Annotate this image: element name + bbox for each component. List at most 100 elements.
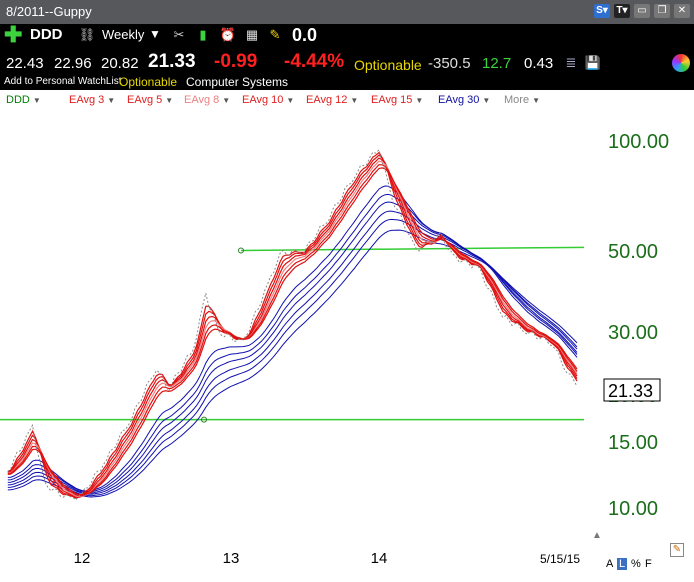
toolbar-row-2: 22.43 22.96 20.82 21.33 -0.99 -4.44% Opt… [0, 49, 694, 75]
pencil-icon[interactable]: ✎ [670, 543, 684, 557]
x-tick-label: 14 [371, 550, 388, 567]
legend-label: EAvg 30 [438, 94, 480, 106]
y-tick-label: 10.00 [608, 498, 658, 520]
chevron-down-icon: ▼ [222, 96, 231, 105]
legend-label: More [504, 94, 530, 106]
legend-label: EAvg 5 [127, 94, 163, 106]
chevron-down-icon: ▼ [32, 96, 41, 105]
legend-label: EAvg 3 [69, 94, 105, 106]
low-price: 20.82 [101, 55, 139, 72]
chevron-down-icon[interactable]: ▼ [149, 27, 161, 41]
optionable-small-label: Optionable [119, 75, 178, 89]
database-icon[interactable]: ≣ [565, 55, 577, 70]
legend-item[interactable]: EAvg 12 ▼ [306, 94, 358, 106]
title-bar: 8/2011--Guppy S▾ T▾ ▭ ❐ ✕ [0, 0, 694, 24]
symbol-field[interactable]: DDD [30, 26, 63, 43]
legend-item[interactable]: More ▼ [504, 94, 540, 106]
chevron-down-icon: ▼ [286, 96, 295, 105]
short-ema-line [7, 167, 578, 496]
note-icon[interactable]: ✎ [269, 27, 281, 42]
axis-mode-f[interactable]: F [645, 558, 652, 570]
link-icon[interactable]: ⛓ [78, 27, 96, 42]
last-price: 21.33 [148, 51, 196, 72]
chevron-down-icon: ▼ [415, 96, 424, 105]
price-chart[interactable]: 100.0050.0030.0020.0015.0010.0021.331213… [0, 110, 694, 577]
minimize-icon[interactable]: ▭ [634, 4, 650, 18]
x-tick-label: 12 [74, 550, 91, 567]
legend-item[interactable]: DDD ▼ [6, 94, 41, 106]
price-line [7, 148, 578, 501]
legend-item[interactable]: EAvg 10 ▼ [242, 94, 294, 106]
y-tick-label: 100.00 [608, 131, 669, 153]
scroll-down-icon[interactable]: ▲ [592, 530, 602, 541]
legend-item[interactable]: EAvg 3 ▼ [69, 94, 115, 106]
chart-svg: 100.0050.0030.0020.0015.0010.0021.331213… [0, 131, 669, 567]
short-ema-line [7, 157, 578, 498]
stat-value-1: -350.5 [428, 55, 471, 72]
trend-line-anchor [238, 247, 244, 254]
long-ema-line [7, 193, 578, 493]
price-change: -0.99 [214, 51, 258, 72]
legend-item[interactable]: EAvg 30 ▼ [438, 94, 490, 106]
toolbar-row-1: ✚ DDD ⛓ Weekly ▼ ✂ ▮ ⏰ ▦ ✎ 0.0 [0, 24, 694, 46]
legend-label: EAvg 15 [371, 94, 413, 106]
long-ema-line [7, 201, 578, 494]
last-price-box [603, 378, 661, 402]
toolbar-row-3: Add to Personal WatchList Optionable Com… [0, 75, 694, 90]
y-tick-label: 30.00 [608, 322, 658, 344]
study-legend: DDD ▼ EAvg 3 ▼ EAvg 5 ▼ EAvg 8 ▼ EAvg 10 ▼ EA… [0, 90, 694, 110]
price-change-percent: -4.44% [284, 51, 345, 72]
alarm-clock-icon[interactable]: ⏰ [219, 27, 237, 42]
trend-line-upper [240, 246, 585, 252]
legend-item[interactable]: EAvg 8 ▼ [184, 94, 230, 106]
last-price-label: 21.33 [608, 381, 653, 401]
chevron-down-icon: ▼ [532, 96, 540, 105]
x-tick-label: 5/15/15 [540, 552, 580, 566]
y-tick-label: 50.00 [608, 241, 658, 263]
legend-item[interactable]: EAvg 5 ▼ [127, 94, 173, 106]
add-plus-icon[interactable]: ✚ [4, 22, 23, 47]
bar-chart-icon[interactable]: ▮ [199, 27, 207, 42]
sector-label: Computer Systems [186, 75, 289, 89]
legend-label: EAvg 12 [306, 94, 348, 106]
legend-label: DDD [6, 94, 30, 106]
trend-line-anchor [201, 416, 207, 423]
long-ema-line [7, 185, 578, 492]
t-icon[interactable]: T▾ [614, 4, 630, 18]
long-ema-line [7, 210, 578, 495]
save-icon[interactable]: 💾 [584, 55, 602, 70]
legend-label: EAvg 10 [242, 94, 284, 106]
chevron-down-icon: ▼ [482, 96, 491, 105]
restore-icon[interactable]: ❐ [654, 4, 670, 18]
quote-toolbar: ✚ DDD ⛓ Weekly ▼ ✂ ▮ ⏰ ▦ ✎ 0.0 22.43 22.… [0, 24, 694, 90]
chevron-down-icon: ▼ [107, 96, 116, 105]
chevron-down-icon: ▼ [350, 96, 359, 105]
color-wheel-icon[interactable] [672, 54, 690, 72]
axis-mode-a[interactable]: A [606, 558, 614, 570]
optionable-label: Optionable [354, 57, 422, 73]
title-bar-icons: S▾ T▾ ▭ ❐ ✕ [594, 4, 690, 18]
period-select[interactable]: Weekly [102, 27, 145, 42]
short-ema-line [7, 160, 578, 498]
long-ema-line [7, 229, 578, 498]
y-tick-label: 15.00 [608, 432, 658, 454]
short-ema-line [7, 154, 578, 499]
table-icon[interactable]: ▦ [245, 27, 259, 42]
chevron-down-icon: ▼ [165, 96, 174, 105]
x-tick-label: 13 [223, 550, 240, 567]
window-title: 8/2011--Guppy [6, 4, 92, 19]
legend-item[interactable]: EAvg 15 ▼ [371, 94, 423, 106]
close-icon[interactable]: ✕ [674, 4, 690, 18]
legend-label: EAvg 8 [184, 94, 220, 106]
axis-mode-l[interactable]: L [617, 558, 628, 570]
long-ema-line [7, 218, 578, 497]
axis-mode-percent[interactable]: % [631, 558, 641, 570]
s-icon[interactable]: S▾ [594, 4, 610, 18]
open-price: 22.43 [6, 55, 44, 72]
add-to-watchlist-link[interactable]: Add to Personal WatchList [4, 76, 122, 87]
stat-value-2: 12.7 [482, 55, 512, 72]
short-ema-line [7, 164, 578, 497]
high-price: 22.96 [54, 55, 92, 72]
short-ema-line [7, 151, 578, 499]
tools-icon[interactable]: ✂ [173, 27, 185, 42]
